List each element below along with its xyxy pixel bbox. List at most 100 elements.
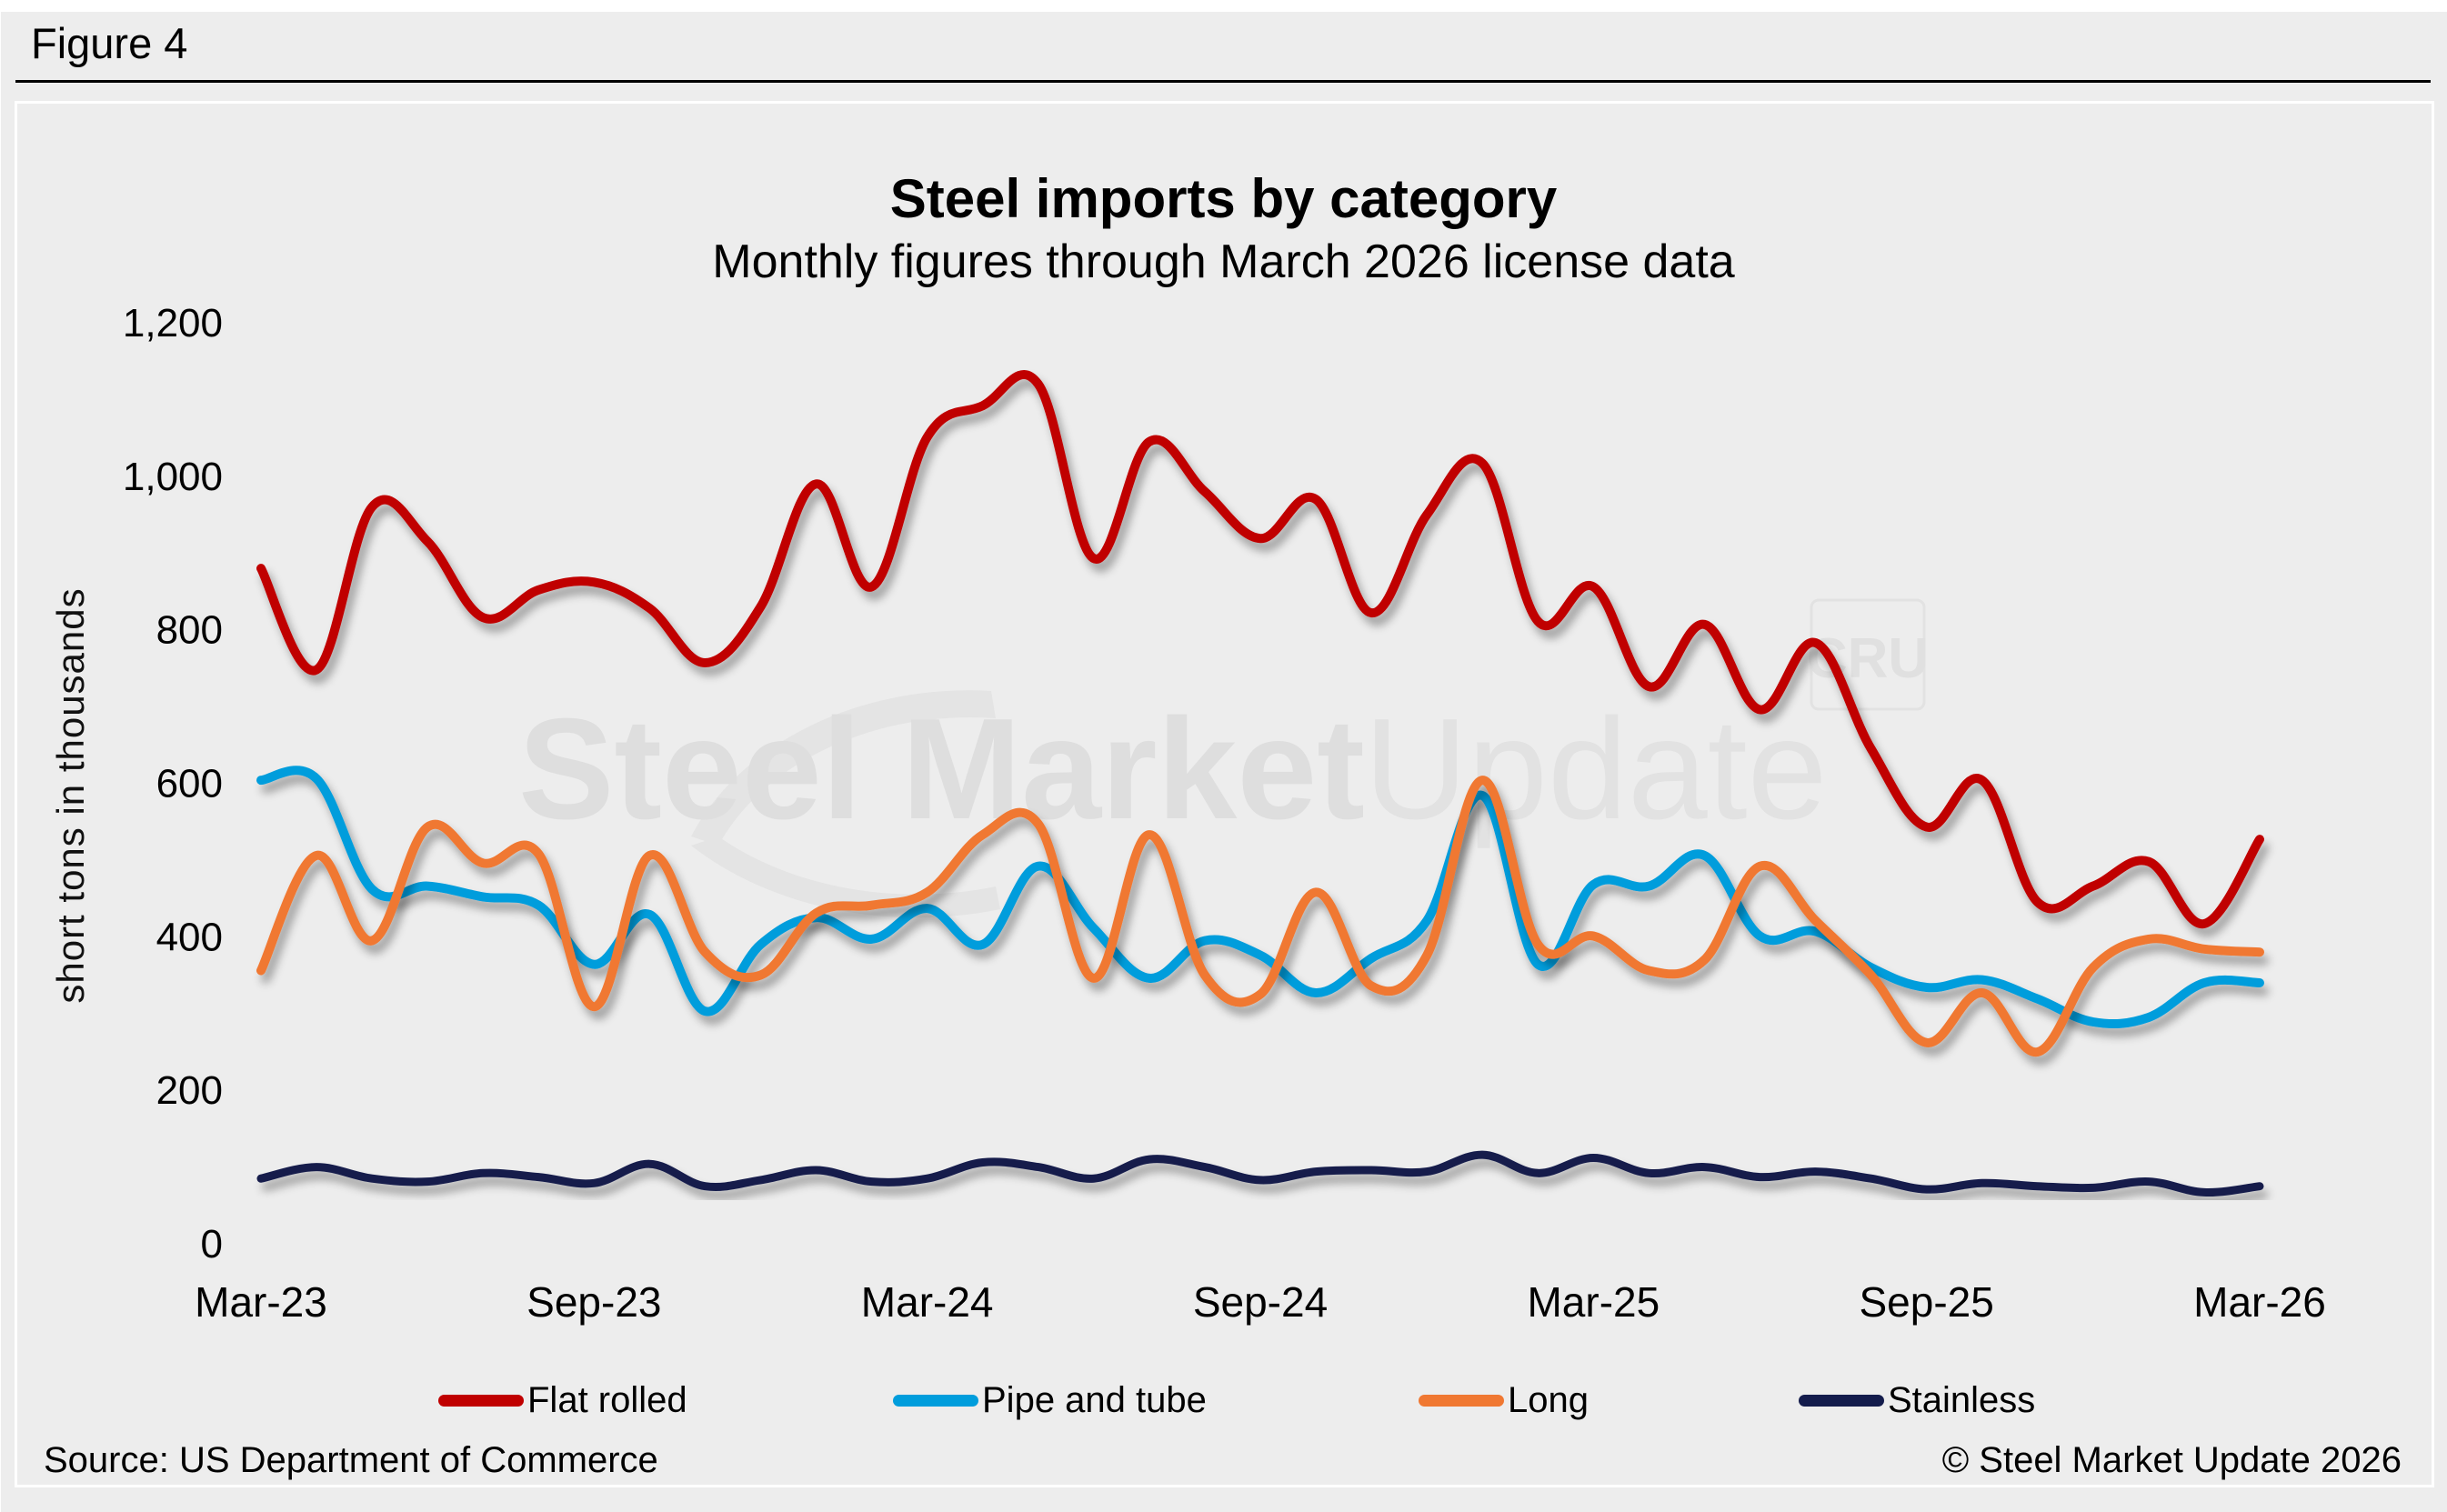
data-point-pipe-and-tube [1144,973,1155,984]
data-point-flat-rolled [1144,436,1155,447]
data-point-stainless [422,1177,433,1187]
data-point-pipe-and-tube [1532,959,1543,970]
data-point-long [366,936,377,946]
data-point-long [1421,950,1432,961]
data-point-flat-rolled [2032,896,2043,907]
data-point-flat-rolled [1366,607,1377,618]
legend-item-long[interactable]: Long [1419,1373,1589,1427]
data-point-pipe-and-tube [422,881,433,892]
series-line-long [256,776,2264,1057]
data-point-long [256,965,266,976]
series-line-pipe-and-tube [256,766,2264,1029]
data-point-long [422,822,433,833]
data-point-pipe-and-tube [311,773,322,784]
data-point-long [644,850,655,861]
legend-label: Long [1508,1380,1589,1420]
legend-swatch-stainless [1799,1394,1884,1407]
data-point-long [533,848,544,859]
chart-subtitle: Monthly figures through March 2026 licen… [712,235,1735,288]
data-point-stainless [2143,1177,2154,1187]
data-point-pipe-and-tube [366,884,377,895]
legend-item-stainless[interactable]: Stainless [1799,1373,2035,1427]
watermark-brand-light: Update [1364,689,1828,849]
data-point-flat-rolled [1699,619,1710,630]
data-point-stainless [1033,1162,1044,1173]
data-point-stainless [366,1173,377,1184]
data-point-stainless [978,1157,988,1168]
data-point-flat-rolled [1921,822,1932,833]
data-point-flat-rolled [422,536,433,547]
data-point-stainless [756,1175,767,1186]
data-point-stainless [477,1167,488,1178]
data-point-flat-rolled [366,502,377,513]
y-axis-ticks: 0 200 400 600 800 1,000 1,200 [123,301,223,1267]
data-point-stainless [867,1177,878,1187]
data-point-flat-rolled [1810,637,1821,648]
data-point-pipe-and-tube [978,939,988,950]
data-point-pipe-and-tube [2032,994,2043,1005]
data-point-long [1532,939,1543,950]
data-point-flat-rolled [2254,834,2265,845]
data-point-pipe-and-tube [2199,977,2210,988]
data-point-pipe-and-tube [1699,850,1710,861]
y-tick-label: 800 [156,608,223,653]
data-point-stainless [1477,1149,1488,1160]
data-point-stainless [1532,1167,1543,1178]
data-point-stainless [1199,1162,1210,1173]
y-tick-label: 200 [156,1068,223,1113]
data-point-flat-rolled [256,563,266,574]
data-point-long [1088,973,1099,984]
data-point-stainless [1810,1167,1821,1177]
data-point-long [2088,962,2099,973]
data-point-long [1477,775,1488,786]
data-point-long [1921,1037,1932,1048]
data-point-long [2032,1046,2043,1057]
data-point-flat-rolled [1643,681,1654,692]
legend-label: Pipe and tube [982,1380,1207,1420]
figure-label: Figure 4 [31,19,188,67]
x-tick-label: Mar-24 [861,1278,994,1326]
legend-item-pipe-and-tube[interactable]: Pipe and tube [893,1373,1207,1427]
data-point-flat-rolled [644,603,655,614]
x-tick-label: Sep-24 [1193,1278,1328,1326]
data-point-flat-rolled [588,576,599,587]
data-point-pipe-and-tube [588,959,599,970]
data-point-flat-rolled [1033,379,1044,390]
x-axis-ticks: Mar-23 Sep-23 Mar-24 Sep-24 Mar-25 Sep-25 Mar-… [195,1278,2326,1326]
data-point-stainless [2032,1181,2043,1192]
data-point-long [1699,955,1710,966]
data-point-long [867,900,878,911]
data-point-flat-rolled [2088,881,2099,892]
data-point-long [311,850,322,861]
data-point-stainless [1977,1177,1988,1188]
watermark-swoosh-icon [691,690,996,846]
chart-title: Steel imports by category [889,168,1558,229]
data-point-pipe-and-tube [1643,881,1654,892]
x-tick-label: Sep-23 [527,1278,661,1326]
data-point-pipe-and-tube [1310,987,1321,998]
data-point-flat-rolled [311,665,322,676]
data-point-flat-rolled [1310,494,1321,505]
data-point-stainless [1699,1162,1710,1173]
source-note: Source: US Department of Commerce [44,1440,658,1480]
data-point-flat-rolled [1477,457,1488,468]
data-point-flat-rolled [811,478,822,489]
data-point-stainless [2254,1181,2265,1192]
data-point-stainless [1921,1184,1932,1195]
data-point-flat-rolled [978,400,988,411]
legend-item-flat-rolled[interactable]: Flat rolled [438,1373,687,1427]
data-point-pipe-and-tube [1033,861,1044,872]
legend-label: Flat rolled [527,1380,687,1420]
data-point-pipe-and-tube [1088,923,1099,934]
data-point-flat-rolled [1199,486,1210,497]
data-point-pipe-and-tube [1477,790,1488,801]
x-tick-label: Mar-23 [195,1278,327,1326]
data-point-pipe-and-tube [2088,1016,2099,1027]
data-point-pipe-and-tube [2254,977,2265,988]
data-point-long [2143,934,2154,945]
legend: Flat rolled Pipe and tube Long Stainless [0,1373,2447,1427]
data-point-flat-rolled [1255,533,1266,544]
header-rule [15,80,2431,83]
cru-logo-box [1810,598,1926,711]
copyright-note: © Steel Market Update 2026 [1941,1440,2402,1480]
